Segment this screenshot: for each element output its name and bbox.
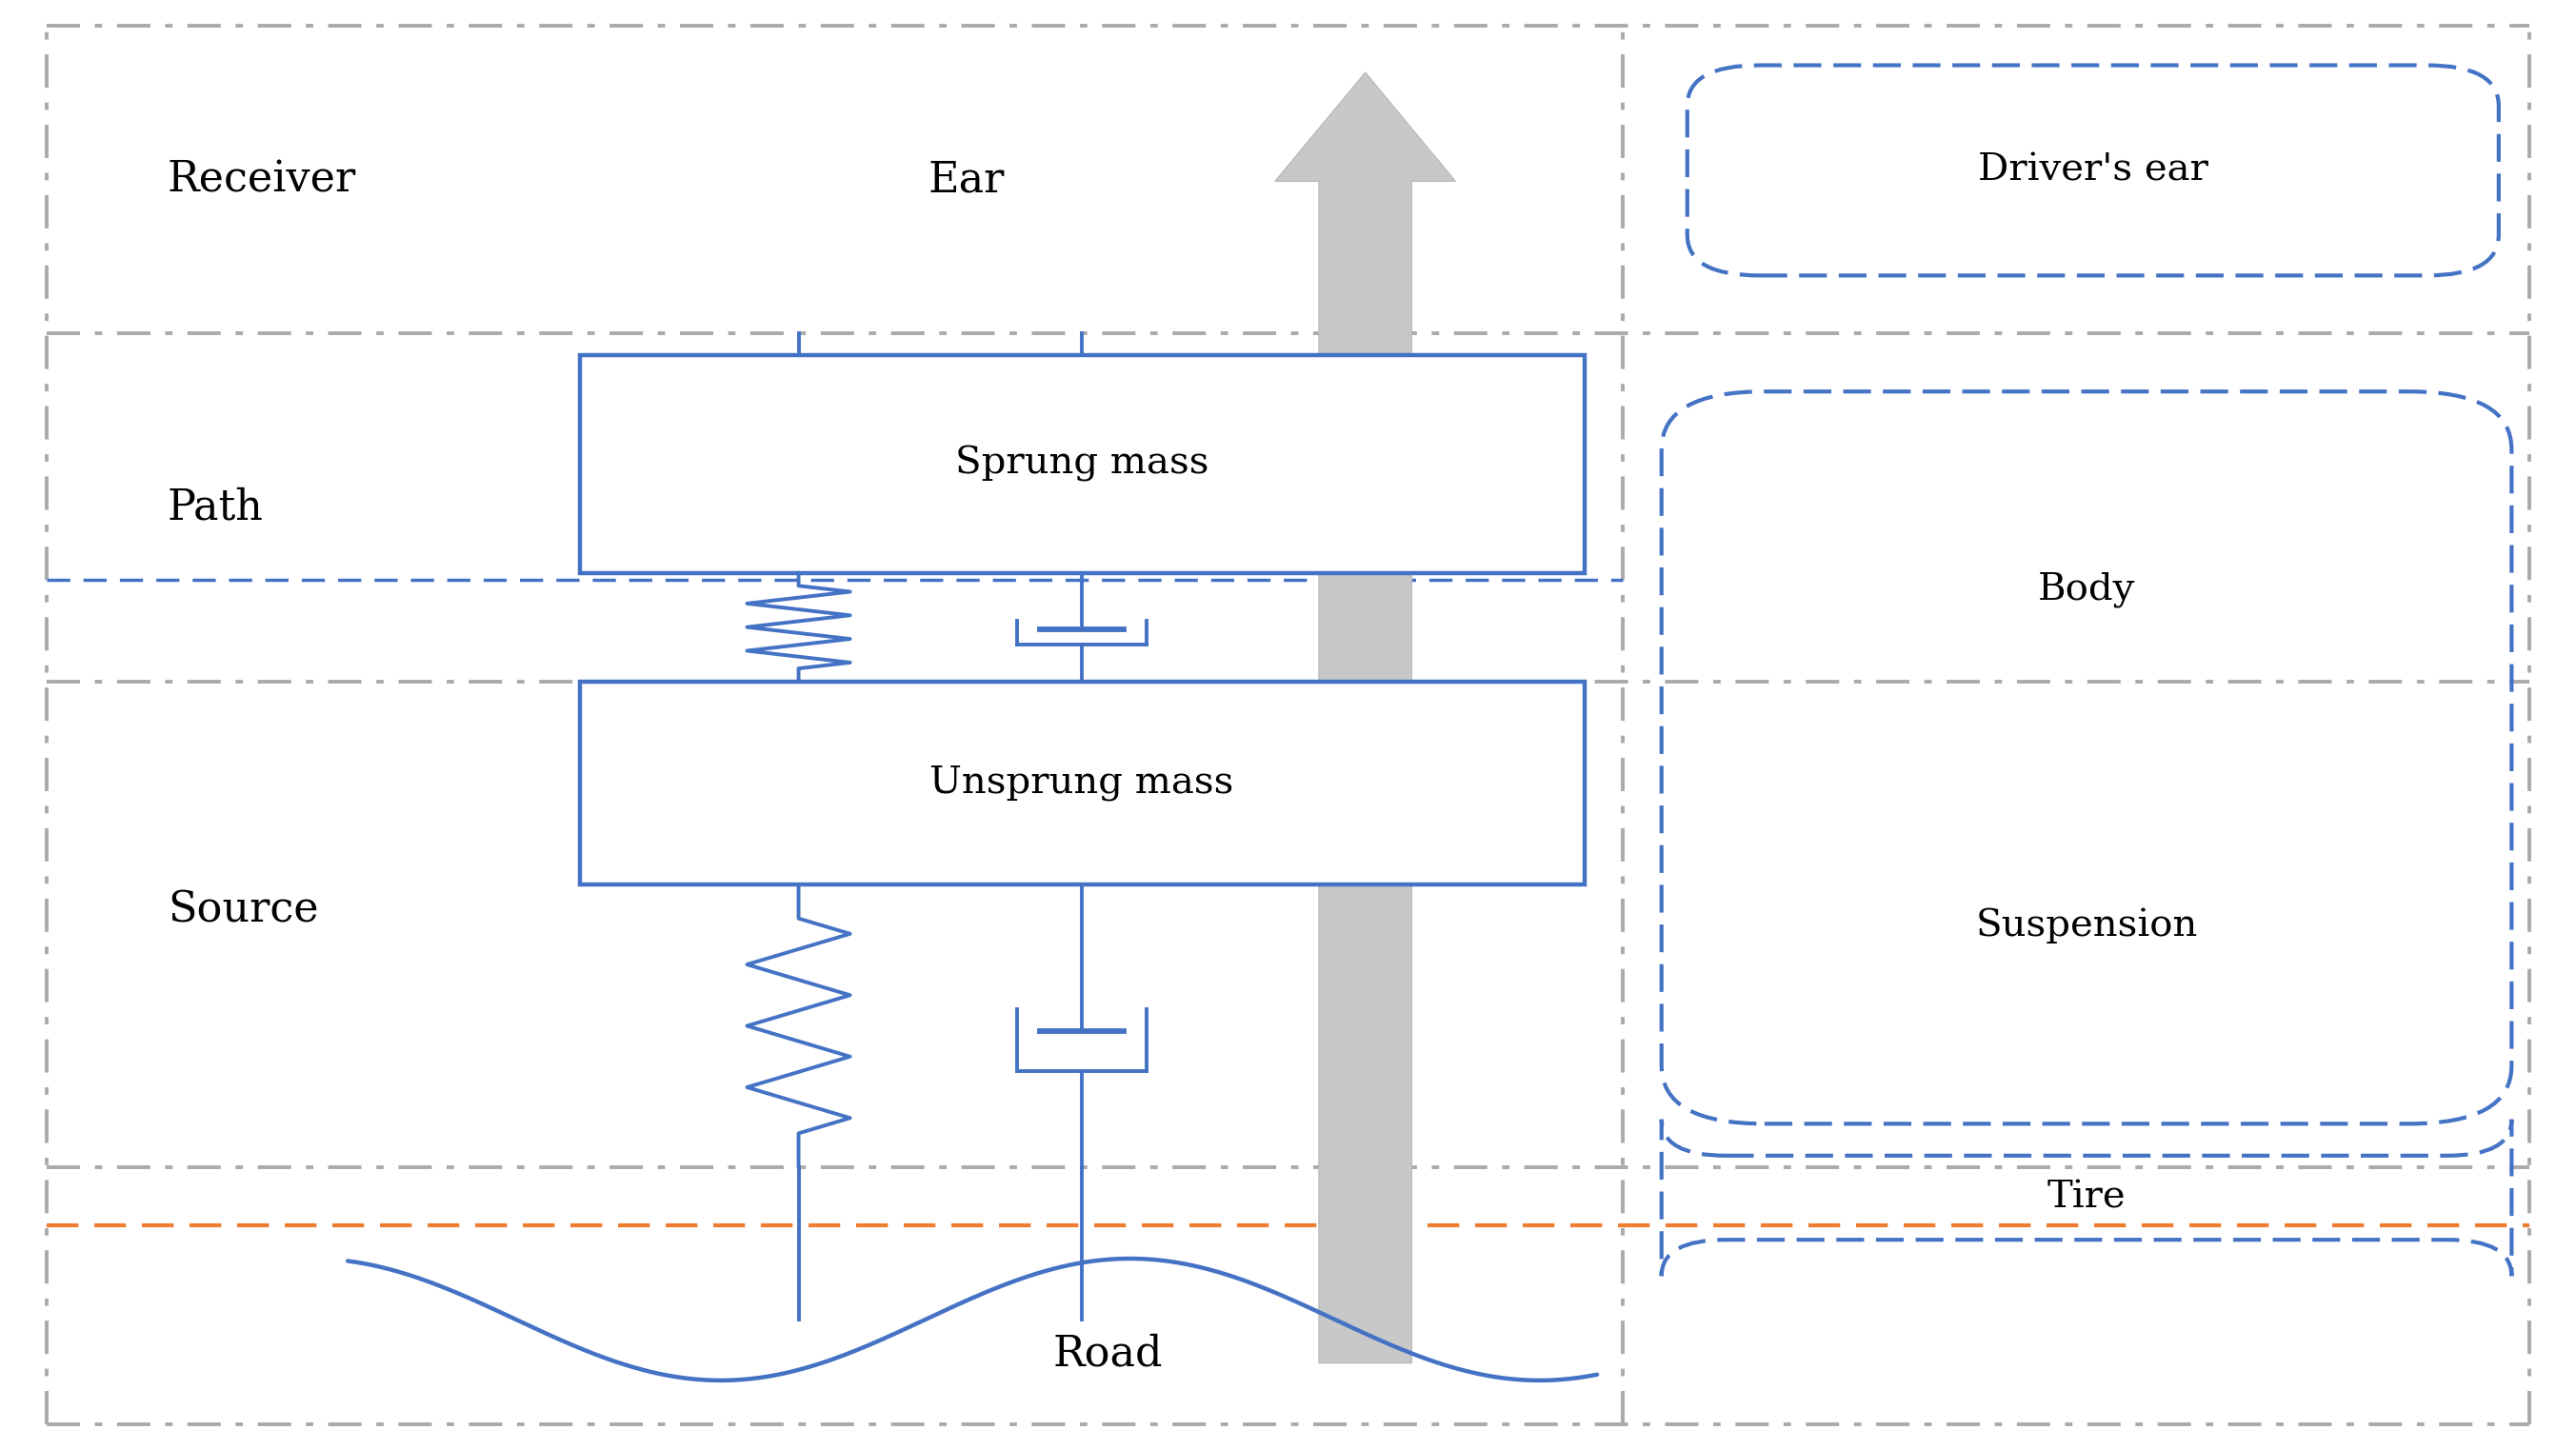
- Text: Driver's ear: Driver's ear: [1978, 152, 2208, 189]
- FancyBboxPatch shape: [580, 355, 1584, 573]
- Text: Road: Road: [1054, 1333, 1162, 1375]
- Text: Suspension: Suspension: [1976, 908, 2197, 944]
- Text: Body: Body: [2038, 571, 2136, 608]
- Text: Sprung mass: Sprung mass: [956, 447, 1208, 481]
- Text: Tire: Tire: [2048, 1180, 2125, 1215]
- Text: Source: Source: [167, 889, 319, 931]
- Text: Ear: Ear: [927, 160, 1005, 200]
- Polygon shape: [1275, 73, 1455, 1363]
- Text: Unsprung mass: Unsprung mass: [930, 766, 1234, 800]
- Text: Receiver: Receiver: [167, 160, 355, 200]
- FancyBboxPatch shape: [580, 682, 1584, 884]
- Text: Path: Path: [167, 487, 263, 528]
